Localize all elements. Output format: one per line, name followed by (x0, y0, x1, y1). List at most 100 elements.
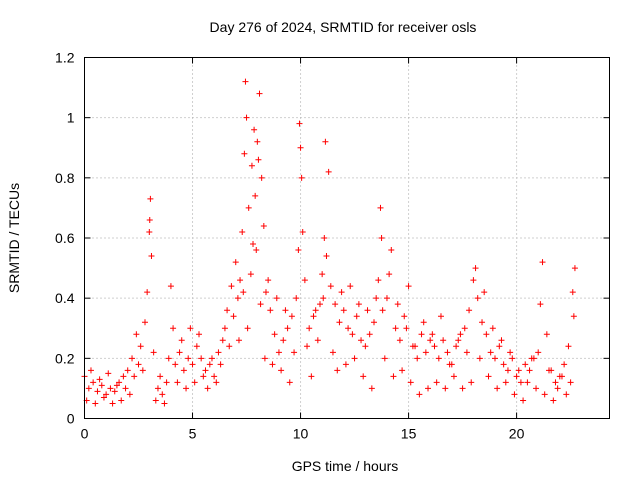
data-point (491, 355, 498, 362)
data-point (401, 313, 408, 320)
data-point (444, 349, 451, 356)
data-point (204, 385, 211, 392)
data-point (245, 204, 252, 211)
data-point (208, 355, 215, 362)
data-point (131, 373, 138, 380)
data-point (157, 373, 164, 380)
data-point (379, 307, 386, 314)
data-point (349, 331, 356, 338)
data-point (217, 361, 224, 368)
data-point (288, 313, 295, 320)
data-point (517, 379, 524, 386)
data-point (96, 376, 103, 383)
data-point (390, 373, 397, 380)
data-point (383, 295, 390, 302)
data-point (377, 204, 384, 211)
data-point (509, 355, 516, 362)
data-point (306, 325, 313, 332)
data-point (327, 283, 334, 290)
data-point (146, 216, 153, 223)
data-point (472, 265, 479, 272)
data-point (232, 259, 239, 266)
data-point (224, 307, 231, 314)
data-point (425, 385, 432, 392)
data-point (407, 379, 414, 386)
data-point (528, 355, 535, 362)
data-point (187, 325, 194, 332)
data-point (273, 295, 280, 302)
data-point (487, 349, 494, 356)
data-point (392, 325, 399, 332)
data-point (219, 337, 226, 344)
data-point (92, 400, 99, 407)
data-point (293, 295, 300, 302)
y-tick-label: 0.8 (55, 170, 75, 186)
data-point (253, 247, 260, 254)
data-point (498, 337, 505, 344)
axis-ticks: 0 0.2 0.4 0.6 0.8 1 1.2 0 5 10 15 20 (55, 50, 610, 442)
data-point (340, 307, 347, 314)
data-point (453, 343, 460, 350)
data-point (351, 355, 358, 362)
data-point (320, 295, 327, 302)
data-point (269, 361, 276, 368)
x-tick-label: 0 (81, 426, 89, 442)
data-point (565, 343, 572, 350)
x-tick-label: 20 (509, 426, 525, 442)
data-point (570, 313, 577, 320)
y-tick-label: 1.2 (55, 50, 75, 66)
data-point (109, 400, 116, 407)
data-point (122, 385, 129, 392)
data-point (228, 283, 235, 290)
data-point (381, 355, 388, 362)
data-point (558, 373, 565, 380)
data-point (533, 385, 540, 392)
data-point (366, 331, 373, 338)
data-point (124, 367, 131, 374)
data-point (569, 289, 576, 296)
data-point (535, 349, 542, 356)
data-point (476, 355, 483, 362)
data-point (431, 343, 438, 350)
data-point (507, 349, 514, 356)
data-point (561, 361, 568, 368)
data-point (113, 382, 120, 389)
data-point (310, 313, 317, 320)
data-point (298, 174, 305, 181)
data-point (100, 394, 107, 401)
data-point (165, 355, 172, 362)
data-point (241, 150, 248, 157)
data-point (284, 325, 291, 332)
data-point (180, 367, 187, 374)
data-point (116, 379, 123, 386)
data-point (299, 228, 306, 235)
data-point (280, 337, 287, 344)
data-point (107, 385, 114, 392)
data-point (500, 361, 507, 368)
data-point (396, 337, 403, 344)
data-point (378, 235, 385, 241)
x-tick-label: 10 (293, 426, 309, 442)
data-point (221, 325, 228, 332)
data-point (235, 337, 242, 344)
data-point (301, 277, 308, 284)
y-tick-label: 1 (67, 110, 75, 126)
data-point (146, 228, 153, 235)
data-point (185, 355, 192, 362)
data-point (403, 325, 410, 332)
data-point (172, 361, 179, 368)
data-point (286, 379, 293, 386)
data-point (362, 343, 369, 350)
data-point (554, 385, 561, 392)
data-point (494, 385, 501, 392)
data-point (338, 289, 345, 296)
data-point (211, 373, 218, 380)
y-axis-label: SRMTID / TECUs (6, 183, 22, 293)
data-point (148, 253, 155, 260)
data-point (304, 343, 311, 350)
data-point (215, 349, 222, 356)
data-point (137, 343, 144, 350)
data-point (394, 301, 401, 308)
data-point (422, 349, 429, 356)
